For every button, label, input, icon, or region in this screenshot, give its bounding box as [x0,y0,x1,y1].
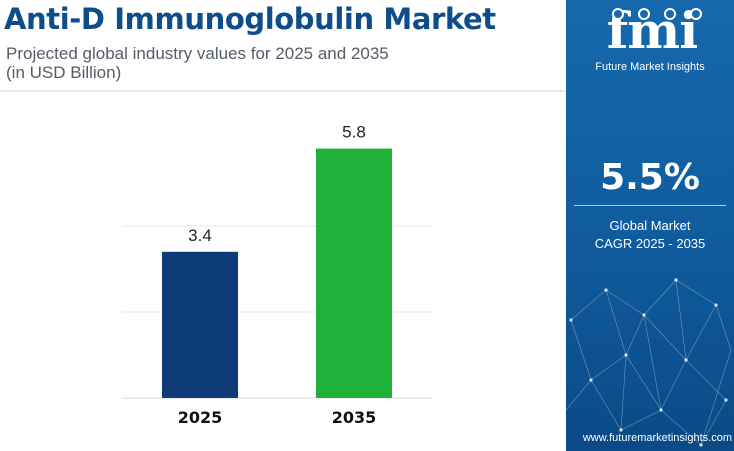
cagr-label-line-2: CAGR 2025 - 2035 [594,236,706,251]
page-title: Anti-D Immunoglobulin Market [4,2,496,36]
data-label-2025: 3.4 [188,226,212,245]
website-url: www.futuremarketinsights.com [582,432,732,444]
logo-dot-icon [664,8,676,20]
bar-chart: 3.4 2025 5.8 2035 [122,123,432,427]
cagr-value: 5.5% [600,157,700,198]
header-divider [0,90,566,92]
subtitle: Projected global industry values for 202… [6,44,389,82]
fmi-logo: fmi [582,2,722,74]
summary-panel: fmi Future Market Insights 5.5% Global M… [566,0,734,451]
brand-name: Future Market Insights [595,61,705,73]
category-label-2025: 2025 [178,408,223,427]
subtitle-line-2: (in USD Billion) [6,63,122,82]
category-label-2035: 2035 [332,408,377,427]
logo-icons [608,8,708,20]
logo-dot-icon [638,8,650,20]
network-pattern [566,278,732,447]
bar-2035 [316,148,392,398]
cagr-label: Global Market CAGR 2025 - 2035 [566,217,734,253]
subtitle-line-1: Projected global industry values for 202… [6,44,389,63]
bar-2025 [162,251,238,398]
data-label-2035: 5.8 [342,123,366,142]
cagr-label-line-1: Global Market [609,218,691,233]
logo-dot-icon [690,8,702,20]
cagr-divider [574,205,726,206]
chart-panel: Anti-D Immunoglobulin Market Projected g… [0,2,566,427]
logo-dot-icon [612,8,624,20]
